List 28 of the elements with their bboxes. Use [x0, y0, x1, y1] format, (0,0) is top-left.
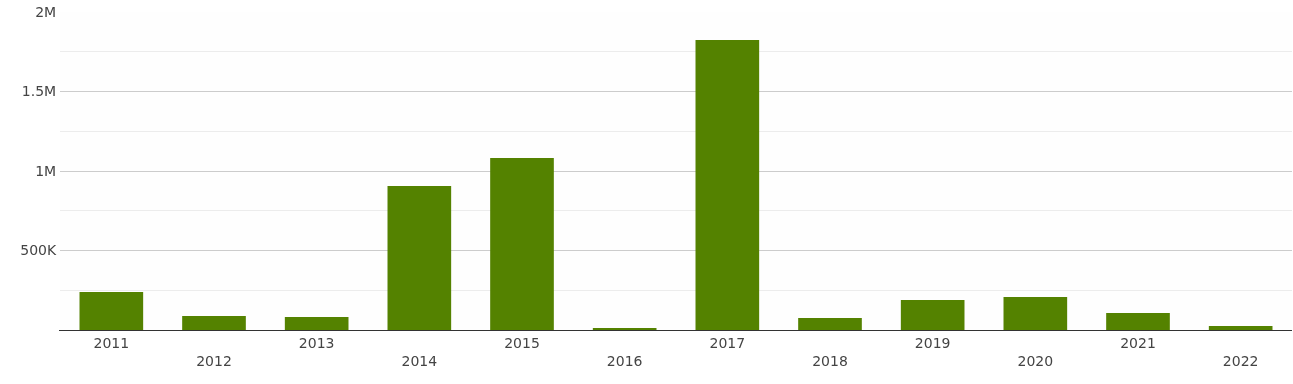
- x-tick-label: 2015: [504, 334, 540, 351]
- x-tick-label: 2021: [1120, 334, 1156, 351]
- x-tick-label: 2022: [1222, 353, 1259, 369]
- x-tick-label: 2017: [709, 334, 746, 351]
- bar: [490, 157, 554, 330]
- bar: [284, 316, 349, 330]
- bar: [900, 299, 965, 330]
- bar: [79, 292, 144, 330]
- x-tick-label: 2020: [1017, 353, 1054, 369]
- bar: [1003, 296, 1068, 330]
- x-tick-label: 2018: [812, 353, 848, 369]
- bar: [798, 318, 862, 330]
- bar: [695, 39, 760, 330]
- bar: [592, 327, 657, 330]
- x-tick-label: 2012: [196, 353, 232, 369]
- bar: [1106, 312, 1170, 330]
- bar: [1208, 326, 1273, 330]
- y-tick-label: 500K: [20, 242, 58, 259]
- y-tick-label: 1M: [35, 162, 57, 179]
- y-tick-label: 1.5M: [21, 83, 57, 100]
- y-tick-label: 2M: [35, 3, 57, 20]
- x-tick-label: 2019: [914, 334, 951, 351]
- x-tick-label: 2013: [298, 334, 335, 351]
- x-tick-label: 2016: [606, 353, 643, 369]
- bar: [387, 185, 452, 330]
- x-tick-label: 2014: [401, 353, 438, 369]
- bar: [182, 316, 246, 330]
- x-tick-label: 2011: [93, 334, 130, 351]
